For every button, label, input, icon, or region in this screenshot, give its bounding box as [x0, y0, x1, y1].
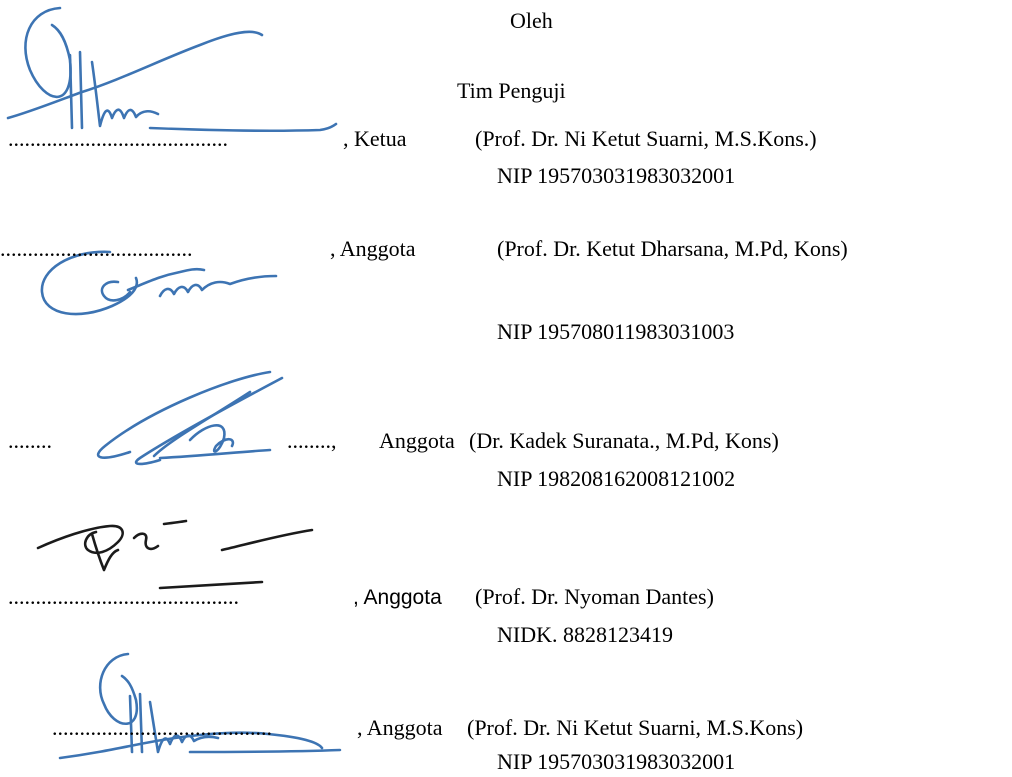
row-5-role: , Anggota: [357, 715, 443, 740]
row-3-dots-left: ........: [8, 428, 52, 453]
row-4-id: NIDK. 8828123419: [497, 622, 673, 647]
row-3-name: (Dr. Kadek Suranata., M.Pd, Kons): [469, 428, 779, 453]
row-2-name: (Prof. Dr. Ketut Dharsana, M.Pd, Kons): [497, 236, 848, 261]
signature-5: [58, 652, 342, 760]
row-3-dots-right: ........,: [287, 428, 337, 453]
row-2-id: NIP 195708011983031003: [497, 319, 735, 344]
row-1-role: , Ketua: [343, 126, 407, 151]
row-5-name: (Prof. Dr. Ni Ketut Suarni, M.S.Kons): [467, 715, 804, 740]
row-4-dots: ........................................…: [8, 584, 239, 609]
signature-4: [36, 519, 314, 590]
row-3-role: Anggota: [379, 428, 455, 453]
signature-1: [6, 6, 338, 133]
row-5-dots: ........................................: [52, 715, 272, 740]
row-2-dots: ...................................: [0, 236, 193, 261]
row-2-role: , Anggota: [330, 236, 416, 261]
row-4-name: (Prof. Dr. Nyoman Dantes): [475, 584, 714, 609]
row-4-role: , Anggota: [353, 586, 442, 609]
committee-title: Tim Penguji: [457, 78, 566, 103]
row-1-name: (Prof. Dr. Ni Ketut Suarni, M.S.Kons.): [475, 126, 817, 151]
signature-3: [97, 370, 284, 466]
oleh-label: Oleh: [510, 8, 553, 33]
row-3-id: NIP 198208162008121002: [497, 466, 736, 491]
signature-2: [40, 250, 278, 316]
row-5-id: NIP 195703031983032001: [497, 749, 736, 774]
row-1-id: NIP 195703031983032001: [497, 163, 736, 188]
row-1-dots: ........................................: [8, 126, 228, 151]
